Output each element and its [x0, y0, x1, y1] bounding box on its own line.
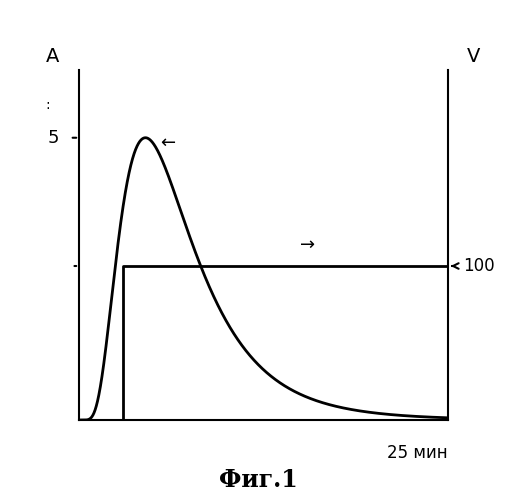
Text: ←: ←: [160, 134, 175, 152]
Text: A: A: [46, 48, 59, 66]
Text: Фиг.1: Фиг.1: [219, 468, 298, 492]
Text: 100: 100: [463, 257, 494, 275]
Text: 25 мин: 25 мин: [387, 444, 448, 462]
Text: :: :: [46, 98, 51, 112]
Text: →: →: [300, 236, 316, 254]
Text: 5: 5: [47, 128, 58, 146]
Text: V: V: [466, 48, 480, 66]
